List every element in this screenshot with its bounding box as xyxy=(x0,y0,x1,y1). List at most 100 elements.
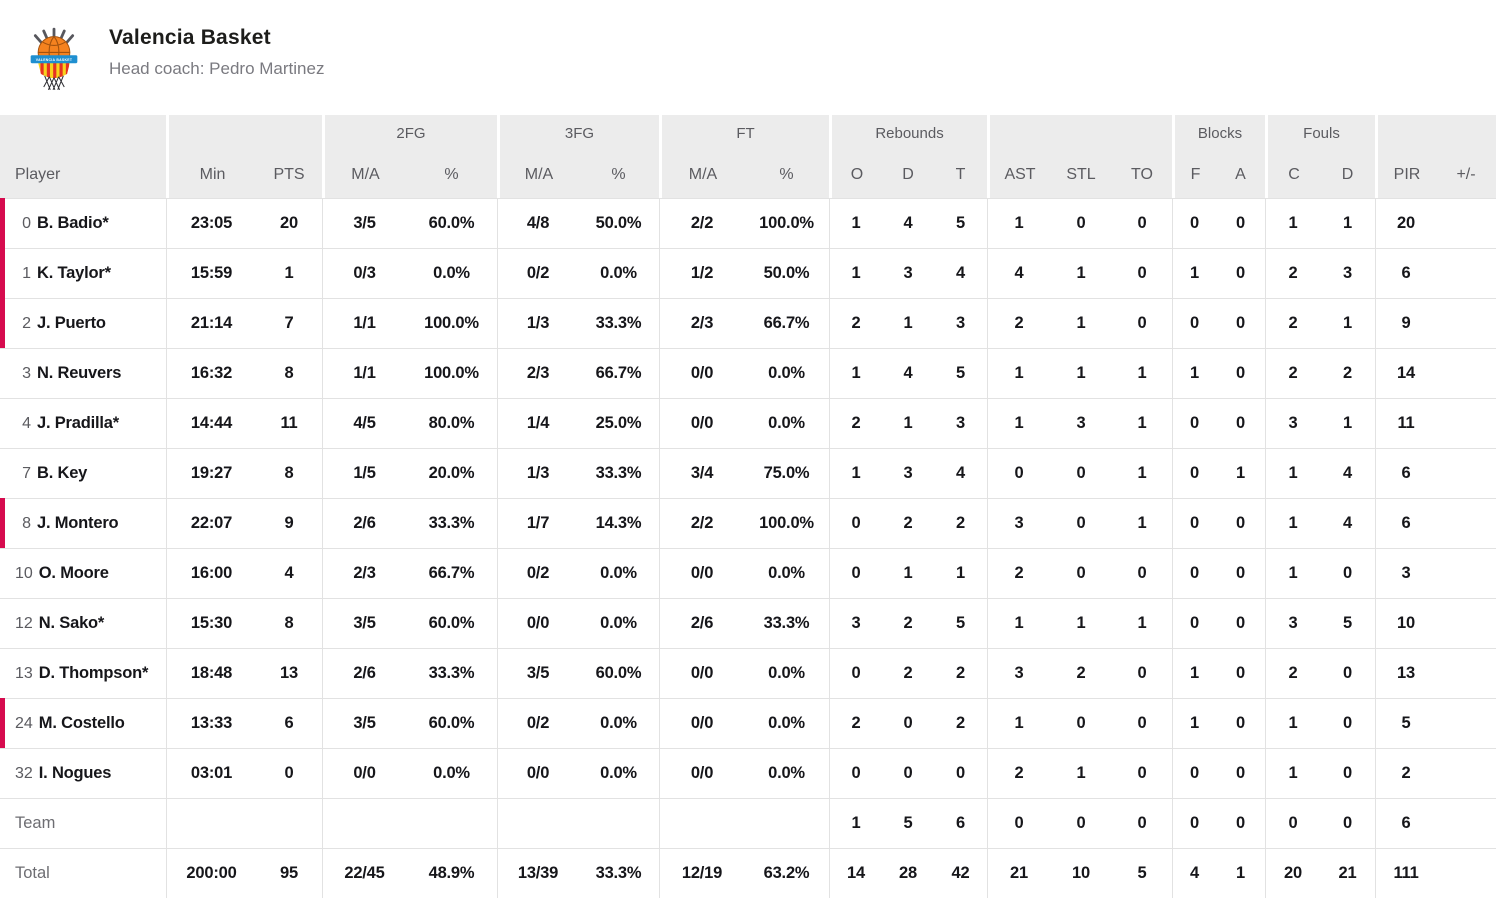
stat-cell: 0 xyxy=(1050,448,1113,498)
stat-cell: 5 xyxy=(934,348,988,398)
stat-cell xyxy=(1436,848,1496,898)
player-name-cell[interactable]: 7 B. Key xyxy=(0,448,166,498)
player-name-cell[interactable]: 32 I. Nogues xyxy=(0,748,166,798)
stat-cell: 10 xyxy=(1050,848,1113,898)
stat-cell: 75.0% xyxy=(744,448,830,498)
stat-cell: 4 xyxy=(987,248,1051,298)
stat-cell: 33.3% xyxy=(578,848,659,898)
stat-cell: 20 xyxy=(1375,198,1437,248)
stat-cell: 0 xyxy=(1320,748,1376,798)
player-row: 32 I. Nogues 03:01 0 0/0 0.0% 0/0 0.0% 0/0 0.0% 0 0… xyxy=(0,748,1496,798)
stat-cell: 33.3% xyxy=(406,498,497,548)
stat-cell: 21 xyxy=(987,848,1051,898)
stat-cell: 1 xyxy=(987,198,1051,248)
stat-cell: 0.0% xyxy=(578,248,659,298)
column-header-o: O xyxy=(829,151,883,198)
player-name-cell[interactable]: 10 O. Moore xyxy=(0,548,166,598)
stat-cell: 0 xyxy=(256,748,322,798)
player-row: 7 B. Key 19:27 8 1/5 20.0% 1/3 33.3% 3/4 75.0% 1 3 4… xyxy=(0,448,1496,498)
stat-cell: 0 xyxy=(1050,548,1113,598)
stat-cell: 2 xyxy=(1375,748,1437,798)
stat-cell: 3/4 xyxy=(659,448,744,498)
stat-cell: 48.9% xyxy=(406,848,497,898)
player-name-cell[interactable]: 12 N. Sako* xyxy=(0,598,166,648)
stat-cell: 13 xyxy=(1375,648,1437,698)
row-label: Total xyxy=(15,864,50,882)
stat-cell: 1 xyxy=(882,548,935,598)
stat-cell: 3 xyxy=(1375,548,1437,598)
player-name-cell[interactable]: 2 J. Puerto xyxy=(0,298,166,348)
player-name-cell[interactable]: 3 N. Reuvers xyxy=(0,348,166,398)
stat-cell xyxy=(1436,598,1496,648)
column-header-pir: PIR xyxy=(1375,151,1437,198)
stat-cell: 1 xyxy=(256,248,322,298)
row-label: Team xyxy=(15,814,56,832)
player-name: J. Montero xyxy=(37,514,119,532)
stat-cell: 2 xyxy=(1050,648,1113,698)
stat-cell: 1 xyxy=(829,798,883,848)
stat-cell xyxy=(166,798,256,848)
stat-cell: 0.0% xyxy=(744,348,830,398)
stat-cell: 22/45 xyxy=(322,848,406,898)
player-row: 1 K. Taylor* 15:59 1 0/3 0.0% 0/2 0.0% 1/2 50.0% 1… xyxy=(0,248,1496,298)
stat-cell: 12/19 xyxy=(659,848,744,898)
stat-cell: 0 xyxy=(1216,698,1266,748)
stat-cell: 1/7 xyxy=(497,498,578,548)
stat-cell: 0 xyxy=(1320,548,1376,598)
stat-cell: 1 xyxy=(1320,198,1376,248)
stat-cell: 1 xyxy=(1265,748,1321,798)
stat-cell: 1/4 xyxy=(497,398,578,448)
stat-cell: 0/0 xyxy=(659,548,744,598)
player-name: O. Moore xyxy=(38,564,109,582)
player-name-cell[interactable]: 1 K. Taylor* xyxy=(0,248,166,298)
stat-cell: 9 xyxy=(1375,298,1437,348)
stat-cell xyxy=(1436,198,1496,248)
column-header-player: Player xyxy=(0,151,166,198)
stat-cell: 6 xyxy=(1375,498,1437,548)
jersey-number: 8 xyxy=(22,515,31,532)
stat-cell: 28 xyxy=(882,848,935,898)
player-name-cell[interactable]: 13 D. Thompson* xyxy=(0,648,166,698)
stat-cell: 1 xyxy=(987,348,1051,398)
stat-cell: 18:48 xyxy=(166,648,256,698)
stat-cell: 1 xyxy=(1216,848,1266,898)
column-header-m-a: M/A xyxy=(322,151,406,198)
stat-cell: 19:27 xyxy=(166,448,256,498)
group-header-spacer xyxy=(166,115,322,151)
column-header-blank: % xyxy=(406,151,497,198)
group-header-3fg: 3FG xyxy=(497,115,659,151)
stat-cell: 1/1 xyxy=(322,298,406,348)
stat-cell: 0 xyxy=(1112,298,1173,348)
column-header-blank: % xyxy=(578,151,659,198)
jersey-number: 0 xyxy=(22,215,31,232)
stat-cell: 0/0 xyxy=(659,348,744,398)
stat-cell: 22:07 xyxy=(166,498,256,548)
stat-cell: 0 xyxy=(1112,548,1173,598)
stat-cell: 3 xyxy=(882,448,935,498)
stat-cell: 0.0% xyxy=(744,648,830,698)
column-header-blank: % xyxy=(744,151,830,198)
player-name-cell[interactable]: 24 M. Costello xyxy=(0,698,166,748)
stat-cell xyxy=(1436,248,1496,298)
stat-cell: 1 xyxy=(829,448,883,498)
stat-cell: 0 xyxy=(1172,448,1217,498)
stat-cell: 3 xyxy=(987,498,1051,548)
player-name-cell[interactable]: 4 J. Pradilla* xyxy=(0,398,166,448)
player-name: I. Nogues xyxy=(38,764,112,782)
stat-cell: 0 xyxy=(882,748,935,798)
stat-cell: 0 xyxy=(934,748,988,798)
stat-cell: 100.0% xyxy=(744,198,830,248)
stat-cell: 5 xyxy=(934,598,988,648)
stat-cell: 4/8 xyxy=(497,198,578,248)
stat-cell: 3 xyxy=(934,298,988,348)
stat-cell: 1 xyxy=(1320,398,1376,448)
player-name-cell[interactable]: 0 B. Badio* xyxy=(0,198,166,248)
player-name-cell[interactable]: 8 J. Montero xyxy=(0,498,166,548)
stat-cell: 0/0 xyxy=(659,698,744,748)
stat-cell: 66.7% xyxy=(406,548,497,598)
jersey-number: 1 xyxy=(22,265,31,282)
stat-cell: 0 xyxy=(1112,648,1173,698)
stat-cell: 0 xyxy=(1112,248,1173,298)
stat-cell: 0 xyxy=(829,748,883,798)
stat-cell: 5 xyxy=(934,198,988,248)
